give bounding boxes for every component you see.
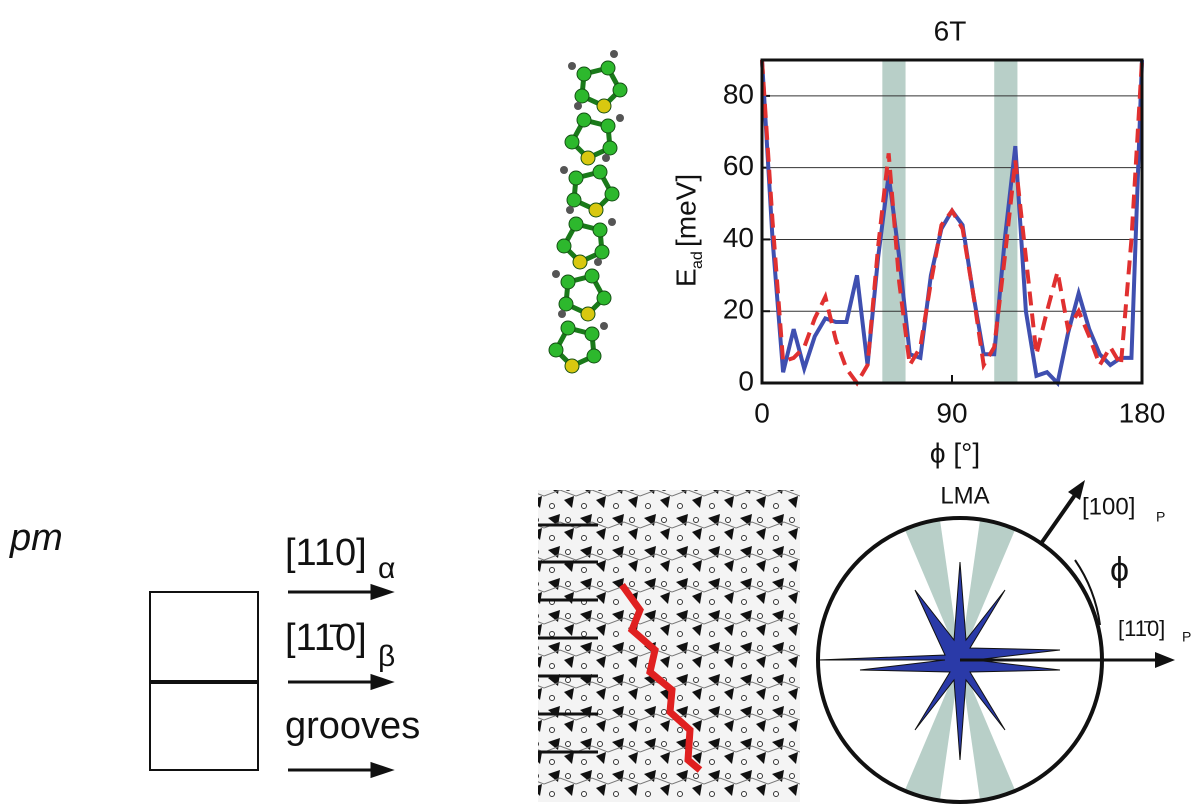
hydrogen [560, 166, 568, 174]
x-tick-label: 0 [754, 397, 770, 428]
direction-2-sub: β [378, 640, 395, 673]
axis-2: [11̄0] [1118, 616, 1165, 641]
polar-title: LMA [940, 482, 989, 509]
hydrogen [552, 270, 560, 278]
y-label-unit: [meV] [670, 174, 701, 247]
atom [577, 67, 591, 81]
atom [585, 269, 599, 283]
y-label-main: E [670, 268, 701, 287]
atom [585, 327, 599, 341]
atom [565, 135, 579, 149]
y-tick-label: 80 [723, 78, 754, 109]
figure: 6T ϕ [°] E ad [meV] pm [110] α [11̄0] β … [0, 0, 1200, 809]
y-tick-label: 20 [723, 294, 754, 325]
data-line [762, 60, 1142, 383]
y-axis-label: E ad [meV] [670, 174, 706, 287]
hydrogen [566, 206, 574, 214]
atom [601, 119, 615, 133]
atom [593, 223, 607, 237]
axis-1: [100] [1082, 493, 1135, 520]
atom [569, 171, 583, 185]
atom [603, 141, 617, 155]
hydrogen [568, 62, 576, 70]
atom [587, 349, 601, 363]
lattice [538, 490, 800, 802]
atom [557, 239, 571, 253]
direction-1: [110] [285, 532, 367, 574]
x-tick-label: 180 [1119, 397, 1166, 428]
direction-2: [11̄0] [285, 617, 367, 659]
symmetry-label: pm [9, 517, 63, 559]
polar-plot [818, 480, 1175, 802]
atom [575, 89, 589, 103]
atom [573, 255, 587, 269]
arrows [288, 586, 390, 776]
atom [565, 359, 579, 373]
atom [605, 187, 619, 201]
atom [569, 217, 583, 231]
chart-title: 6T [934, 15, 967, 46]
axis-1-sub: P [1156, 509, 1165, 525]
atom [595, 245, 609, 259]
hydrogen [616, 114, 624, 122]
axis-2-sub: P [1182, 629, 1191, 645]
hydrogen [600, 322, 608, 330]
hydrogen [608, 218, 616, 226]
atom [597, 291, 611, 305]
molecule-illustration [549, 50, 627, 373]
y-tick-label: 60 [723, 150, 754, 181]
x-axis-label: ϕ [°] [930, 437, 980, 468]
atom [593, 165, 607, 179]
atom [577, 113, 591, 127]
atom [597, 99, 611, 113]
atom [561, 275, 575, 289]
y-tick-label: 0 [738, 365, 754, 396]
hydrogen [602, 154, 610, 162]
angle-label: ϕ [1110, 551, 1129, 589]
x-tick-label: 90 [936, 397, 967, 428]
atom [589, 203, 603, 217]
y-label-sub: ad [689, 251, 706, 269]
atom [559, 297, 573, 311]
data-line [762, 60, 1142, 383]
direction-1-sub: α [378, 552, 395, 585]
atom [613, 83, 627, 97]
atom [561, 321, 575, 335]
plot-frame [762, 60, 1142, 383]
atom [581, 151, 595, 165]
hydrogen [574, 102, 582, 110]
y-tick-label: 40 [723, 222, 754, 253]
atom [601, 61, 615, 75]
direction-3: grooves [285, 705, 420, 747]
hydrogen [594, 258, 602, 266]
atom [567, 193, 581, 207]
atom [581, 307, 595, 321]
hydrogen [558, 310, 566, 318]
atom [549, 343, 563, 357]
hydrogen [610, 50, 618, 58]
